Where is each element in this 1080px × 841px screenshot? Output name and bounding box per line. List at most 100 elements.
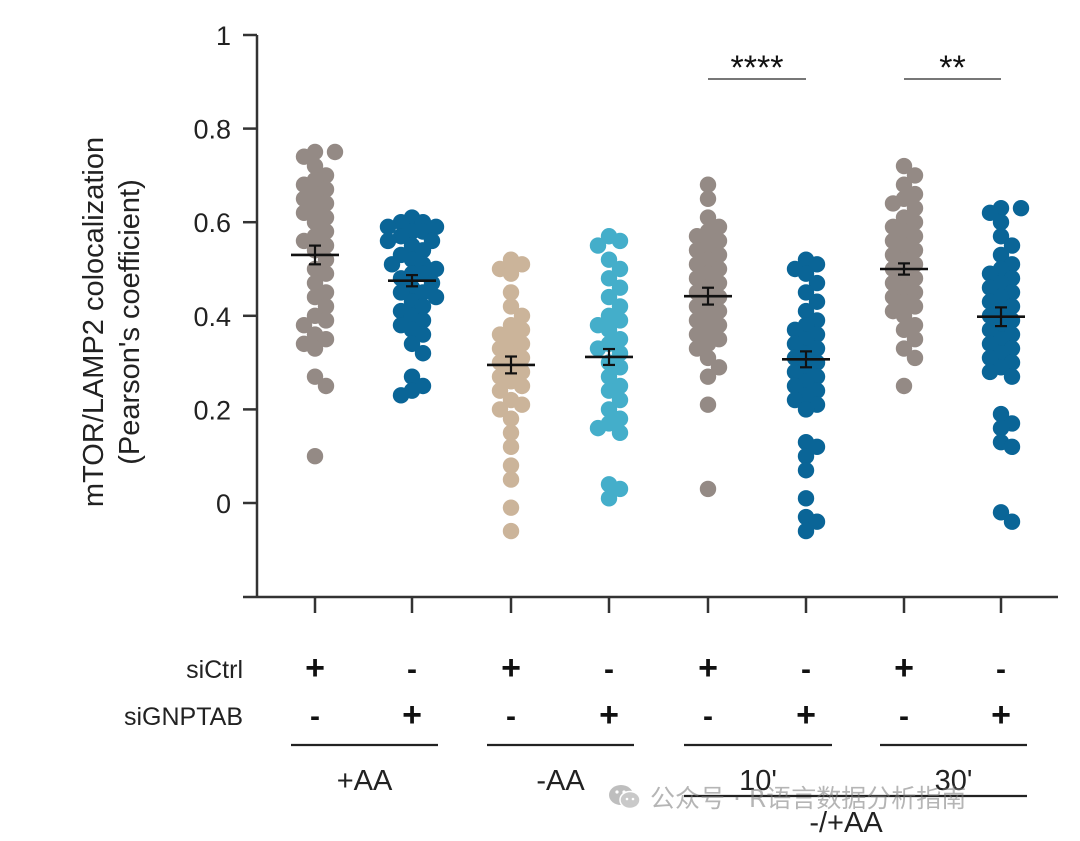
group-label: 10' <box>739 765 777 797</box>
data-point <box>808 513 826 530</box>
sictrl-sign: + <box>305 649 325 687</box>
data-point <box>317 265 335 282</box>
signptab-sign: + <box>599 696 619 734</box>
data-point <box>797 302 815 320</box>
data-point <box>808 293 826 310</box>
data-point <box>502 410 520 427</box>
data-point <box>699 368 717 385</box>
data-point <box>491 382 509 399</box>
data-point <box>317 312 335 329</box>
y-tick-label: 0.4 <box>193 302 231 332</box>
data-point <box>786 321 804 339</box>
data-point <box>295 204 313 222</box>
data-point <box>786 391 804 409</box>
data-point <box>699 480 717 498</box>
data-point <box>786 335 804 353</box>
data-point <box>491 401 509 418</box>
data-point <box>502 522 520 540</box>
axes: 0 0.2 0.4 0.6 0.8 1 mTOR/LAMP2 colocalization(… <box>78 21 1058 613</box>
data-point <box>317 298 335 315</box>
y-tick-label: 0 <box>216 489 231 519</box>
data-point <box>306 214 324 231</box>
data-point <box>797 522 815 540</box>
data-point <box>403 368 421 385</box>
signptab-sign: + <box>796 696 816 734</box>
data-point <box>513 335 531 353</box>
data-point <box>414 312 432 329</box>
data-point <box>981 335 999 353</box>
data-point <box>884 195 902 212</box>
data-point <box>611 260 629 278</box>
data-point <box>906 242 924 259</box>
data-point <box>981 265 999 282</box>
signptab-sign: - <box>310 700 320 733</box>
data-point <box>786 377 804 395</box>
data-point <box>611 359 629 376</box>
watermark: 公众号 · R语言数据分析指南 <box>608 780 966 814</box>
data-point <box>414 242 432 259</box>
data-point <box>513 321 531 339</box>
data-point <box>906 199 924 217</box>
data-point <box>981 279 999 296</box>
data-point <box>895 340 913 357</box>
row-label-sictrl: siCtrl <box>186 656 243 684</box>
signptab-sign: + <box>402 696 422 734</box>
data-point <box>306 274 324 292</box>
sictrl-sign: - <box>801 653 811 686</box>
data-point <box>797 490 815 507</box>
data-point <box>699 190 717 207</box>
data-point <box>1003 513 1021 530</box>
data-point <box>502 265 520 282</box>
data-point <box>502 284 520 301</box>
data-point <box>513 377 531 395</box>
data-point <box>600 401 618 418</box>
data-point <box>992 228 1010 245</box>
y-tick-label: 0.6 <box>193 208 231 238</box>
data-point <box>306 288 324 306</box>
data-point <box>906 228 924 245</box>
data-point <box>383 256 401 273</box>
data-point <box>379 218 397 236</box>
data-point <box>589 340 607 357</box>
data-point <box>1003 368 1021 385</box>
signptab-sign: - <box>899 700 909 733</box>
row-label-signptab: siGNPTAB <box>124 703 243 731</box>
data-point <box>808 274 826 292</box>
data-point <box>797 448 815 465</box>
data-point <box>306 340 324 357</box>
data-point <box>513 256 531 273</box>
data-point <box>992 214 1010 231</box>
data-point <box>502 438 520 456</box>
data-point <box>688 298 706 315</box>
data-point <box>808 256 826 273</box>
data-point <box>295 316 313 334</box>
data-point <box>600 251 618 268</box>
data-point <box>513 307 531 324</box>
data-point <box>502 298 520 315</box>
sictrl-sign: + <box>698 649 718 687</box>
data-point <box>699 209 717 226</box>
sictrl-sign: + <box>501 649 521 687</box>
data-point <box>600 270 618 287</box>
data-point <box>392 214 410 231</box>
data-point <box>306 368 324 385</box>
sictrl-sign: - <box>407 653 417 686</box>
signptab-sign: - <box>506 700 516 733</box>
data-point <box>688 228 706 245</box>
data-point <box>502 499 520 516</box>
data-point <box>600 321 618 339</box>
wechat-icon <box>609 785 641 810</box>
data-point <box>906 331 924 348</box>
data-point <box>981 321 999 339</box>
significance-annotations: **** ** <box>708 49 1001 87</box>
y-tick-label: 0.2 <box>193 395 231 425</box>
data-point <box>414 345 432 362</box>
y-axis-label-line1: mTOR/LAMP2 colocalization <box>78 137 110 507</box>
data-point <box>688 270 706 287</box>
data-point <box>906 284 924 301</box>
data-point <box>688 242 706 259</box>
data-point <box>589 237 607 254</box>
data-point <box>699 176 717 193</box>
y-axis-label: mTOR/LAMP2 colocalization (Pearson's coef… <box>78 137 146 507</box>
y-tick-label: 0.8 <box>193 115 231 145</box>
